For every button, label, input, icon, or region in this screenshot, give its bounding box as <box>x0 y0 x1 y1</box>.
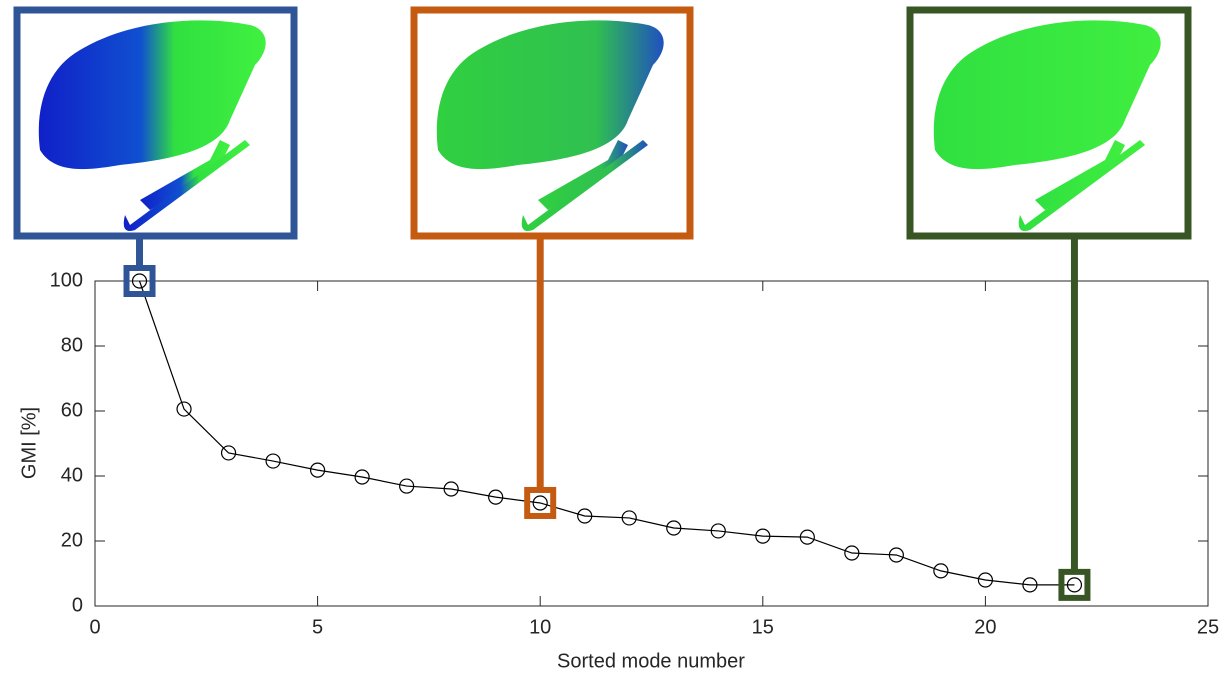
y-tick-label: 20 <box>61 529 83 551</box>
helicopter-image <box>39 20 266 231</box>
x-tick-label: 10 <box>529 616 551 638</box>
x-tick-label: 25 <box>1197 616 1219 638</box>
y-tick-label: 100 <box>50 269 83 291</box>
chart: GMI [%] Sorted mode number 0 5 10 15 20 25 0 20… <box>0 0 1229 679</box>
x-tick-label: 20 <box>974 616 996 638</box>
x-tick-label: 0 <box>89 616 100 638</box>
y-tick-label: 0 <box>72 594 83 616</box>
y-tick-label: 40 <box>61 464 83 486</box>
y-tick-label: 80 <box>61 334 83 356</box>
y-tick-label: 60 <box>61 399 83 421</box>
x-axis-label: Sorted mode number <box>557 650 745 672</box>
helicopter-image <box>934 20 1161 231</box>
x-tick-label: 15 <box>752 616 774 638</box>
plot-frame <box>95 281 1208 606</box>
helicopter-image <box>437 20 664 231</box>
x-tick-label: 5 <box>312 616 323 638</box>
thumbnails <box>17 10 1188 236</box>
y-axis-label: GMI [%] <box>18 407 40 479</box>
data-line <box>140 281 1075 585</box>
